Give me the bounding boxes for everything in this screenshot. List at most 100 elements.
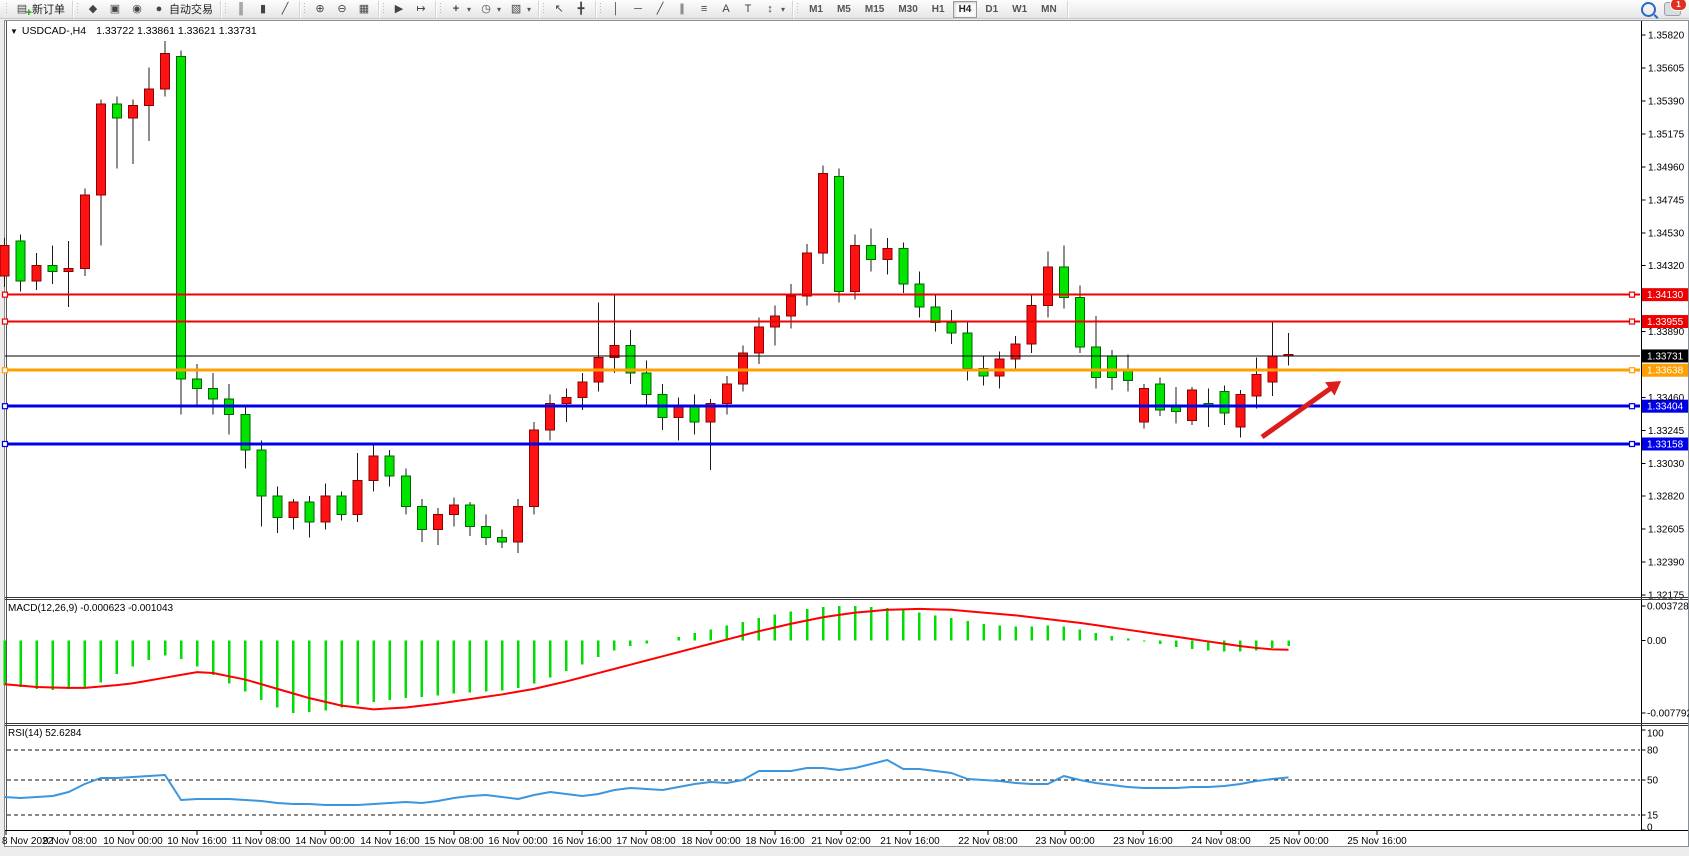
trendline-button[interactable]: ╱ <box>649 0 671 18</box>
tile-windows-button[interactable]: ▦ <box>353 0 375 18</box>
pointer-group: ↖ ╋ <box>539 0 597 18</box>
indicators-button[interactable]: + ▾ <box>445 0 475 18</box>
text-button[interactable]: A <box>715 0 737 18</box>
svg-text:1.33890: 1.33890 <box>1648 327 1685 338</box>
svg-text:24 Nov 08:00: 24 Nov 08:00 <box>1191 836 1251 847</box>
draw-group: │ ─ ╱ ∥ ≡ A T ↕ ▾ <box>596 0 794 18</box>
macd-signal-line <box>4 607 1289 711</box>
fibonacci-button[interactable]: ≡ <box>693 0 715 18</box>
chart-title-overlay: ▼ USDCAD-,H4 1.33722 1.33861 1.33621 1.337… <box>10 25 257 37</box>
price-label-box <box>1642 399 1688 413</box>
svg-text:1.35605: 1.35605 <box>1648 64 1685 75</box>
timeframe-m5-button[interactable]: M5 <box>836 3 851 15</box>
periods-button[interactable]: ◷ ▾ <box>475 0 505 18</box>
timeframe-d1-button[interactable]: D1 <box>985 3 999 15</box>
auto-scroll-button[interactable]: ▶ <box>388 0 410 18</box>
timeframe-m15-button[interactable]: M15 <box>864 3 885 15</box>
zoom-group: ⊕ ⊖ ▦ <box>300 0 379 18</box>
price-label-box <box>1642 315 1688 329</box>
dropdown-arrow-icon[interactable]: ▾ <box>781 4 786 14</box>
line-chart-button[interactable]: ╱ <box>274 0 296 18</box>
svg-text:1.33030: 1.33030 <box>1648 459 1685 470</box>
macd-panel: 0.003728 0.00 -0.007792 <box>3 601 1689 719</box>
line-handle <box>1628 403 1636 410</box>
crosshair-button[interactable]: ╋ <box>570 0 592 18</box>
fibonacci-icon: ≡ <box>700 3 708 15</box>
trend-arrow[interactable] <box>1260 383 1336 440</box>
search-icon[interactable] <box>1641 1 1656 17</box>
svg-text:14 Nov 00:00: 14 Nov 00:00 <box>295 836 355 847</box>
svg-text:25 Nov 16:00: 25 Nov 16:00 <box>1347 836 1407 847</box>
timeframe-group: M1 M5 M15 M30 H1 H4 D1 W1 MN <box>793 0 1068 18</box>
notifications-icon[interactable]: 1 <box>1664 0 1687 16</box>
trend-arrow-head <box>1325 381 1341 396</box>
timeframe-m30-button[interactable]: M30 <box>898 3 918 15</box>
svg-text:80: 80 <box>1647 746 1659 757</box>
price-axis[interactable]: 1.34130 1.33955 1.33731 1.33638 1.33404 1.331… <box>1641 21 1689 830</box>
timeframe-h1-button[interactable]: H1 <box>931 3 945 15</box>
svg-text:1.33158: 1.33158 <box>1647 439 1684 450</box>
timeframe-h4-button[interactable]: H4 <box>952 0 978 18</box>
svg-text:0.003728: 0.003728 <box>1647 601 1689 612</box>
svg-text:1.35820: 1.35820 <box>1648 31 1685 42</box>
vline-icon: │ <box>612 3 620 15</box>
blue-panel-icon: ▣ <box>109 3 121 15</box>
label-button[interactable]: T <box>737 0 759 18</box>
svg-text:1.34130: 1.34130 <box>1647 290 1684 301</box>
new-order-button[interactable]: ▤新订单 <box>11 0 69 20</box>
data-window-button[interactable]: ▣ <box>104 0 126 18</box>
svg-text:1.33638: 1.33638 <box>1647 366 1684 377</box>
svg-text:1.33460: 1.33460 <box>1648 393 1685 404</box>
chevron-down-icon[interactable]: ▼ <box>10 27 18 36</box>
panels-group: ◆ ▣ ◉ ● 自动交易 <box>73 0 221 18</box>
hline-icon: ─ <box>634 3 642 15</box>
notification-badge: 1 <box>1670 0 1687 11</box>
timeframe-m1-button[interactable]: M1 <box>809 3 823 15</box>
candlestick-button[interactable]: ▮ <box>252 0 274 18</box>
timeframe-w1-button[interactable]: W1 <box>1012 3 1028 15</box>
horizontal-lines-group[interactable] <box>1 291 1641 448</box>
svg-text:22 Nov 08:00: 22 Nov 08:00 <box>958 836 1018 847</box>
zoom-in-button[interactable]: ⊕ <box>309 0 331 18</box>
dropdown-arrow-icon[interactable]: ▾ <box>527 4 532 14</box>
svg-text:1.33404: 1.33404 <box>1647 402 1684 413</box>
dropdown-arrow-icon[interactable]: ▾ <box>467 4 472 14</box>
price-label-box <box>1642 363 1688 377</box>
svg-text:1.34960: 1.34960 <box>1648 163 1685 174</box>
rsi-line <box>4 759 1289 806</box>
svg-text:1.33731: 1.33731 <box>1647 351 1684 362</box>
svg-text:1.33245: 1.33245 <box>1648 426 1685 437</box>
channel-icon: ∥ <box>679 3 685 15</box>
tile-windows-icon: ▦ <box>358 3 370 15</box>
signals-button[interactable]: ◉ <box>126 0 148 18</box>
arrows-icon: ↕ <box>767 3 773 15</box>
zoom-out-button[interactable]: ⊖ <box>331 0 353 18</box>
cursor-button[interactable]: ↖ <box>548 0 570 18</box>
timeframe-mn-button[interactable]: MN <box>1041 3 1057 15</box>
line-handle <box>1 291 9 298</box>
chart-shift-button[interactable]: ↦ <box>410 0 432 18</box>
line-handle <box>1628 318 1636 325</box>
svg-text:1.32820: 1.32820 <box>1648 491 1685 502</box>
bar-chart-button[interactable]: ║ <box>230 0 252 18</box>
svg-text:11 Nov 08:00: 11 Nov 08:00 <box>232 836 291 847</box>
auto-trading-button[interactable]: ● 自动交易 <box>148 0 217 18</box>
new-order-icon: ▤ <box>15 2 32 20</box>
svg-text:15: 15 <box>1647 811 1659 822</box>
channel-button[interactable]: ∥ <box>671 0 693 18</box>
dropdown-arrow-icon[interactable]: ▾ <box>497 4 502 14</box>
hline-button[interactable]: ─ <box>627 0 649 18</box>
templates-button[interactable]: ▧ ▾ <box>505 0 535 18</box>
svg-text:8 Nov 2022: 8 Nov 2022 <box>2 836 54 847</box>
svg-text:9 Nov 08:00: 9 Nov 08:00 <box>43 836 97 847</box>
order-group: ▤新订单 <box>2 0 73 20</box>
arrows-button[interactable]: ↕ ▾ <box>759 0 789 18</box>
auto-scroll-icon: ▶ <box>394 3 404 15</box>
symbol-period-label: USDCAD-,H4 <box>21 25 87 37</box>
vline-button[interactable]: │ <box>605 0 627 18</box>
market-watch-button[interactable]: ◆ <box>82 0 104 18</box>
svg-text:100: 100 <box>1647 729 1664 740</box>
